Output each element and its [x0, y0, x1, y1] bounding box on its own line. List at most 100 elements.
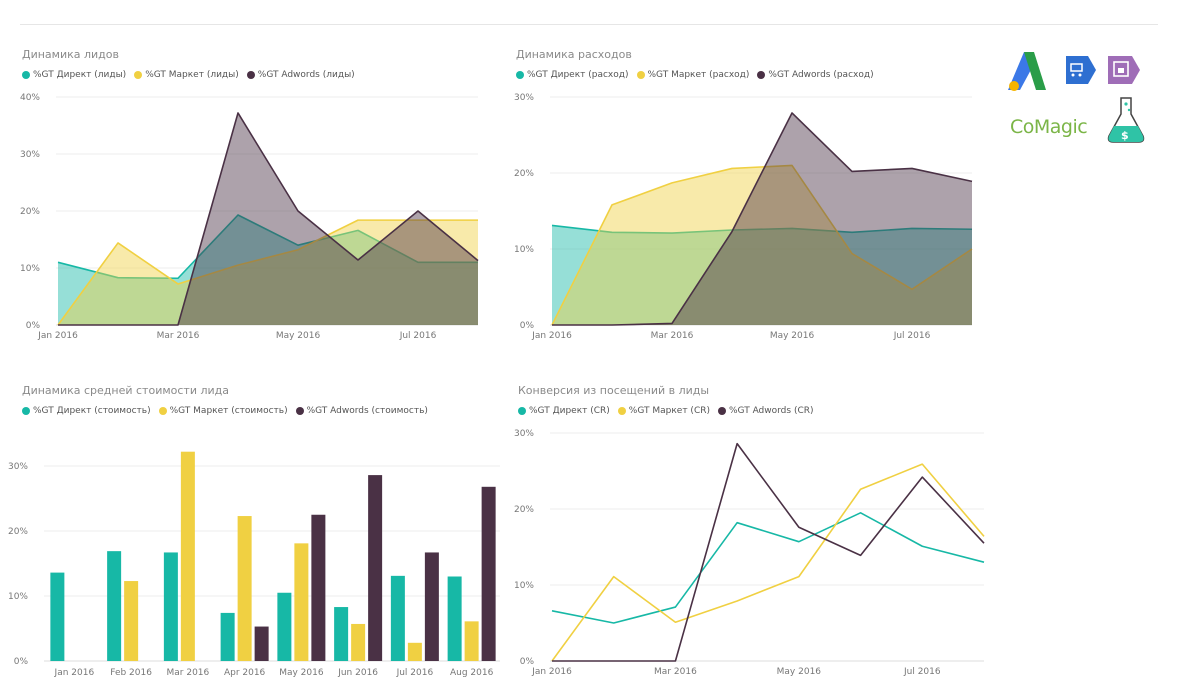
y-tick-label: 0% [520, 657, 535, 667]
google-adwords-logo [1008, 52, 1046, 91]
costs-panel: Динамика расходов %GT Директ (расход) %GT… [516, 48, 976, 348]
series-area [58, 112, 478, 326]
series-area [552, 165, 972, 325]
legend-label: %GT Директ (CR) [529, 406, 610, 416]
series-area [552, 225, 972, 325]
legend-item[interactable]: %GT Adwords (CR) [718, 406, 814, 416]
bar [163, 552, 178, 661]
legend-label: %GT Маркет (стоимость) [169, 406, 288, 416]
y-tick-label: 30% [514, 429, 534, 439]
top-divider [20, 24, 1158, 25]
x-tick-label: Jul 2016 [893, 331, 931, 341]
y-tick-label: 10% [514, 245, 534, 255]
x-tick-label: May 2016 [279, 668, 324, 678]
legend-item[interactable]: %GT Adwords (стоимость) [295, 406, 428, 416]
legend-dot-icon [757, 71, 766, 79]
y-tick-label: 40% [20, 93, 40, 103]
series-line [552, 112, 973, 326]
bar [407, 642, 422, 661]
money-flask-logo: $ [1107, 97, 1145, 143]
legend-item[interactable]: %GT Adwords (расход) [757, 70, 874, 80]
legend-item[interactable]: %GT Директ (расход) [516, 70, 629, 80]
legend-dot-icon [22, 407, 30, 415]
chart-title: Динамика средней стоимости лида [22, 384, 230, 397]
series-area [58, 220, 478, 325]
chart-legend: %GT Директ (расход) %GT Маркет (расход) %G… [516, 70, 874, 80]
x-tick-label: Jan 2016 [54, 668, 95, 678]
legend-dot-icon [718, 407, 726, 415]
legend-label: %GT Маркет (CR) [628, 406, 710, 416]
conversion-panel: Конверсия из посещений в лиды %GT Директ… [518, 384, 988, 684]
series-line [551, 511, 985, 624]
legend-label: %GT Директ (лиды) [33, 70, 127, 80]
chart-title: Динамика расходов [516, 48, 632, 61]
bar [277, 592, 292, 661]
x-tick-label: May 2016 [777, 667, 822, 677]
lead-cost-panel: Динамика средней стоимости лида %GT Дире… [22, 384, 502, 684]
y-tick-label: 0% [14, 657, 29, 667]
chart-legend: %GT Директ (стоимость) %GT Маркет (стоимо… [22, 406, 428, 416]
y-tick-label: 0% [26, 321, 41, 331]
legend-item[interactable]: %GT Директ (стоимость) [22, 406, 151, 416]
legend-item[interactable]: %GT Директ (CR) [518, 406, 610, 416]
bar [447, 576, 462, 661]
svg-text:$: $ [1121, 129, 1129, 142]
bar [124, 581, 139, 661]
x-tick-label: Aug 2016 [450, 668, 494, 678]
legend-label: %GT Директ (расход) [527, 70, 629, 80]
x-tick-label: May 2016 [276, 331, 321, 341]
x-tick-label: Jan 2016 [37, 331, 78, 341]
x-tick-label: Mar 2016 [157, 331, 200, 341]
legend-dot-icon [158, 407, 167, 415]
bar [390, 575, 405, 661]
legend-item[interactable]: %GT Директ (лиды) [22, 70, 126, 80]
chart-legend: %GT Директ (CR) %GT Маркет (CR) %GT Adword… [518, 406, 814, 416]
x-tick-label: Apr 2016 [224, 668, 266, 678]
legend-dot-icon [134, 71, 143, 79]
x-tick-label: Jan 2016 [531, 331, 572, 341]
bar [237, 516, 252, 661]
legend-label: %GT Директ (стоимость) [33, 406, 151, 416]
bar [424, 552, 439, 661]
y-tick-label: 20% [20, 207, 40, 217]
x-tick-label: Mar 2016 [654, 667, 697, 677]
bar [220, 612, 235, 661]
legend-label: %GT Adwords (CR) [729, 406, 814, 416]
series-line [551, 164, 973, 326]
bar [368, 475, 383, 661]
series-line [57, 214, 478, 280]
bar [311, 514, 326, 661]
x-tick-label: Jul 2016 [903, 667, 941, 677]
bar [50, 572, 65, 661]
legend-item[interactable]: %GT Маркет (лиды) [134, 70, 239, 80]
y-tick-label: 20% [8, 527, 28, 537]
chart-legend: %GT Директ (лиды) %GT Маркет (лиды) %GT Ad… [22, 70, 355, 80]
bar [351, 623, 366, 661]
floppy-logo [1108, 56, 1140, 84]
legend-dot-icon [636, 71, 645, 79]
comagic-logo: CoMagic [1010, 116, 1088, 138]
legend-dot-icon [246, 71, 255, 79]
legend-item[interactable]: %GT Маркет (расход) [636, 70, 749, 80]
legend-dot-icon [516, 71, 524, 79]
legend-dot-icon [518, 407, 526, 415]
y-tick-label: 30% [8, 462, 28, 472]
x-tick-label: Feb 2016 [110, 668, 152, 678]
bar [180, 451, 195, 661]
legend-label: %GT Adwords (лиды) [257, 70, 355, 80]
legend-item[interactable]: %GT Adwords (лиды) [246, 70, 355, 80]
legend-item[interactable]: %GT Маркет (CR) [617, 406, 710, 416]
legend-dot-icon [295, 407, 304, 415]
yandex-market-logo [1066, 56, 1096, 84]
x-tick-label: Jun 2016 [337, 668, 378, 678]
legend-item[interactable]: %GT Маркет (стоимость) [158, 406, 288, 416]
y-tick-label: 20% [514, 169, 534, 179]
x-tick-label: Jul 2016 [399, 331, 437, 341]
y-tick-label: 10% [514, 581, 534, 591]
x-tick-label: May 2016 [770, 331, 815, 341]
bar [294, 543, 309, 661]
